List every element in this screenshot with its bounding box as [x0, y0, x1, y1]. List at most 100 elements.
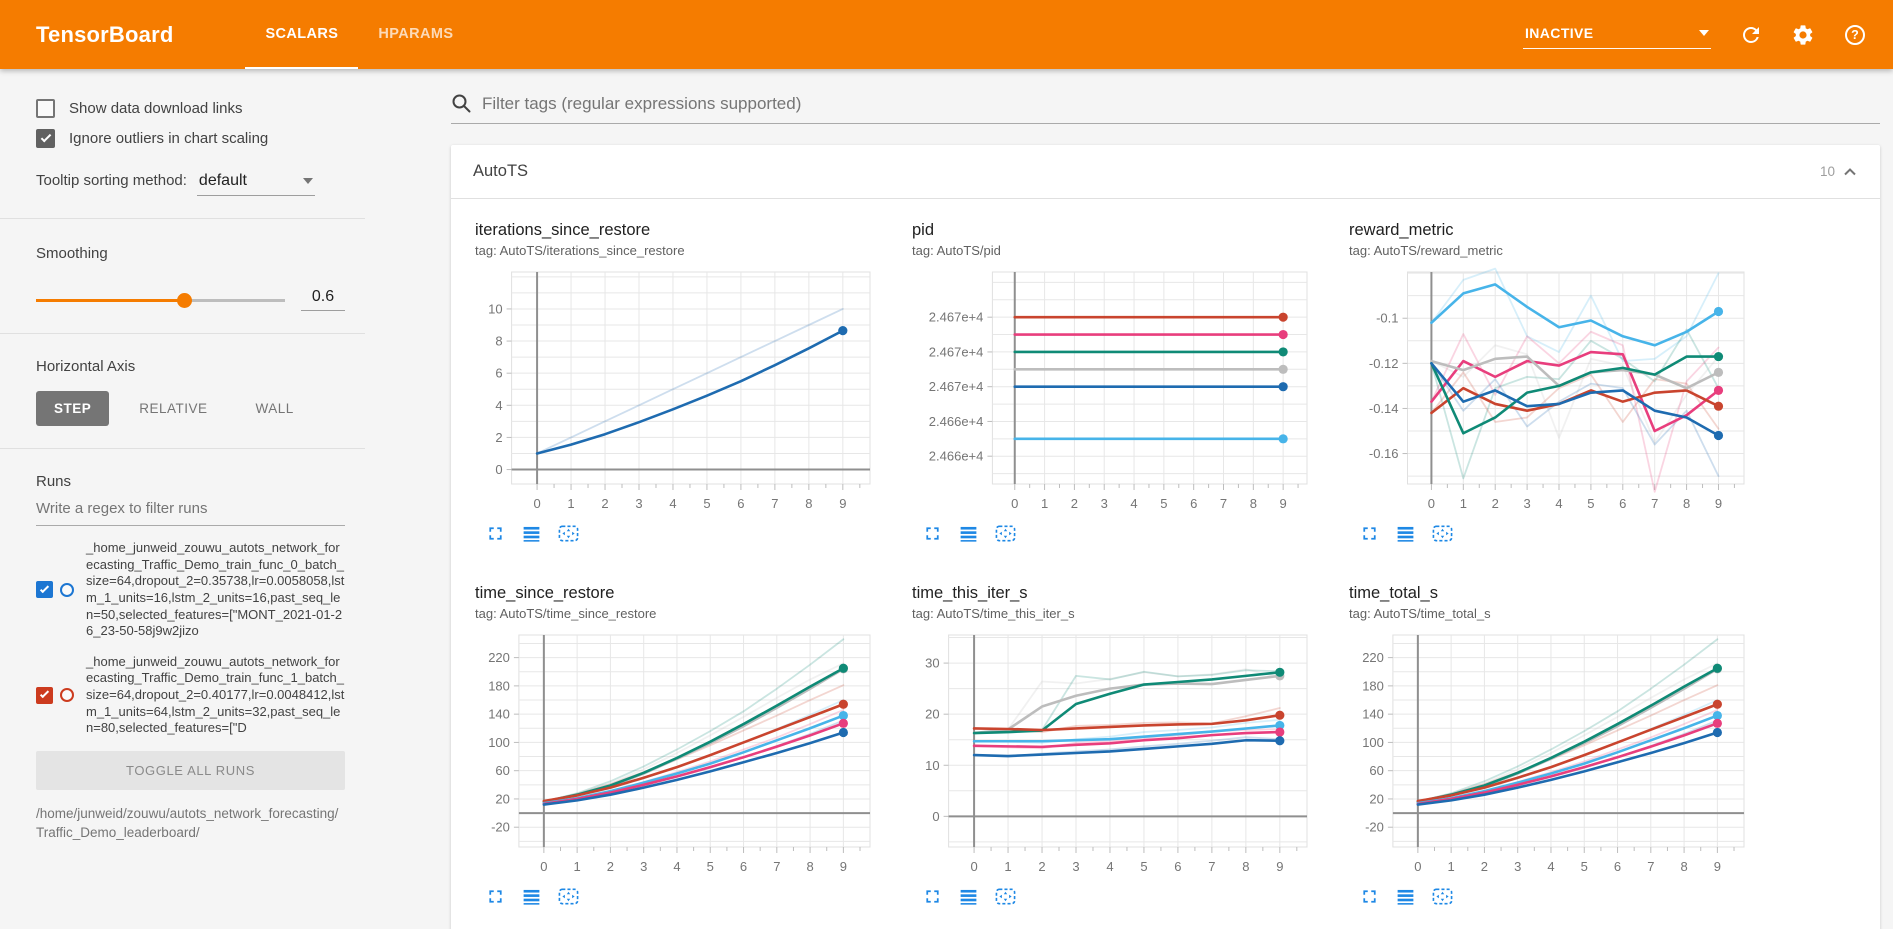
run-table-icon[interactable]: [1395, 886, 1416, 907]
svg-text:-0.12: -0.12: [1369, 356, 1399, 371]
svg-text:6: 6: [740, 859, 747, 874]
chart-title: time_total_s: [1349, 584, 1438, 602]
horizontal-axis-label: Horizontal Axis: [36, 358, 136, 375]
ignore-outliers-checkbox[interactable]: Ignore outliers in chart scaling: [36, 129, 345, 148]
axis-relative-button[interactable]: RELATIVE: [139, 401, 208, 416]
svg-text:4: 4: [669, 496, 676, 511]
expand-chart-icon[interactable]: [922, 523, 943, 544]
settings-sidebar: Show data download links Ignore outliers…: [0, 69, 365, 929]
chart-plot[interactable]: -20 20 60 100 140 180 220 0 1 2 3 4 5 6 7 8 9: [1349, 629, 1749, 884]
svg-text:3: 3: [640, 859, 647, 874]
chart-plot[interactable]: 2.467e+4 2.467e+4 2.467e+4 2.466e+4 2.466e+4…: [912, 266, 1312, 521]
chart-tag: tag: AutoTS/pid: [912, 243, 1001, 258]
expand-chart-icon[interactable]: [1359, 886, 1380, 907]
svg-text:30: 30: [925, 656, 939, 671]
category-collapse-control[interactable]: 10: [1820, 164, 1858, 180]
chart-plot[interactable]: 0 10 20 30 0 1 2 3 4 5 6 7 8 9: [912, 629, 1312, 884]
svg-text:3: 3: [635, 496, 642, 511]
runs-label: Runs: [36, 473, 72, 490]
expand-chart-icon[interactable]: [485, 523, 506, 544]
chart-tag: tag: AutoTS/iterations_since_restore: [475, 243, 685, 258]
run-table-icon[interactable]: [521, 886, 542, 907]
run-name: _home_junweid_zouwu_autots_network_forec…: [86, 653, 345, 736]
smoothing-value[interactable]: 0.6: [301, 288, 345, 311]
chart-reward_metric: reward_metric tag: AutoTS/reward_metric …: [1349, 221, 1786, 544]
runs-filter-input[interactable]: [36, 490, 345, 526]
fit-domain-icon[interactable]: [1431, 886, 1454, 907]
expand-chart-icon[interactable]: [922, 886, 943, 907]
autots-category-card: AutoTS 10 iterations_since_restore tag: …: [451, 145, 1880, 929]
smoothing-slider[interactable]: [36, 292, 285, 308]
tab-hparams[interactable]: HPARAMS: [378, 25, 454, 42]
run-table-icon[interactable]: [958, 523, 979, 544]
tooltip-sorting-select[interactable]: default: [196, 170, 315, 196]
svg-text:60: 60: [495, 763, 509, 778]
svg-text:9: 9: [840, 859, 847, 874]
fit-domain-icon[interactable]: [1431, 523, 1454, 544]
axis-step-button[interactable]: STEP: [36, 391, 110, 426]
toggle-all-runs-button[interactable]: TOGGLE ALL RUNS: [36, 750, 345, 790]
filter-tags-row: [451, 93, 1880, 124]
svg-text:?: ?: [1851, 28, 1859, 42]
divider: [0, 448, 365, 449]
svg-text:4: 4: [1130, 496, 1137, 511]
settings-icon[interactable]: [1791, 23, 1815, 47]
smoothing-section: Smoothing 0.6: [36, 245, 345, 311]
run-checkbox[interactable]: [36, 581, 53, 599]
run-name: _home_junweid_zouwu_autots_network_forec…: [86, 540, 345, 639]
run-checkbox[interactable]: [36, 686, 53, 704]
expand-chart-icon[interactable]: [1359, 523, 1380, 544]
svg-text:2: 2: [495, 430, 502, 445]
svg-text:7: 7: [771, 496, 778, 511]
svg-text:4: 4: [1106, 859, 1113, 874]
svg-text:9: 9: [1280, 496, 1287, 511]
chart-time_this_iter_s: time_this_iter_s tag: AutoTS/time_this_i…: [912, 584, 1349, 907]
category-header[interactable]: AutoTS 10: [451, 145, 1880, 199]
fit-domain-icon[interactable]: [994, 886, 1017, 907]
runs-section: Runs _home_junweid_zouwu_autots_network_…: [36, 473, 345, 843]
divider: [0, 333, 365, 334]
status-dropdown-value: INACTIVE: [1525, 24, 1594, 41]
run-list-item[interactable]: _home_junweid_zouwu_autots_network_forec…: [36, 654, 345, 737]
run-table-icon[interactable]: [1395, 523, 1416, 544]
svg-text:2: 2: [601, 496, 608, 511]
chart-plot[interactable]: -20 20 60 100 140 180 220 0 1 2 3 4 5 6 7 8 9: [475, 629, 875, 884]
tab-scalars[interactable]: SCALARS: [245, 0, 359, 69]
filter-tags-input[interactable]: [482, 93, 1880, 114]
checkbox-unchecked-icon: [36, 99, 55, 118]
run-radio[interactable]: [60, 688, 74, 703]
svg-text:0: 0: [533, 496, 540, 511]
chart-actions: [922, 886, 1349, 907]
chart-plot[interactable]: 0 2 4 6 8 10 0 1 2 3 4 5 6 7 8 9: [475, 266, 875, 521]
run-table-icon[interactable]: [521, 523, 542, 544]
svg-text:5: 5: [1587, 496, 1594, 511]
run-radio[interactable]: [60, 582, 74, 597]
axis-wall-button[interactable]: WALL: [255, 401, 294, 416]
help-icon[interactable]: ?: [1843, 23, 1867, 47]
run-table-icon[interactable]: [958, 886, 979, 907]
svg-text:0: 0: [932, 809, 939, 824]
svg-text:7: 7: [1651, 496, 1658, 511]
fit-domain-icon[interactable]: [994, 523, 1017, 544]
status-dropdown[interactable]: INACTIVE: [1523, 21, 1711, 49]
svg-text:5: 5: [1160, 496, 1167, 511]
svg-text:4: 4: [495, 398, 502, 413]
svg-text:1: 1: [1460, 496, 1467, 511]
svg-text:-20: -20: [491, 820, 510, 835]
chart-time_total_s: time_total_s tag: AutoTS/time_total_s -2…: [1349, 584, 1786, 907]
chart-plot[interactable]: -0.1 -0.12 -0.14 -0.16 0 1 2 3 4 5 6 7 8 9: [1349, 266, 1749, 521]
fit-domain-icon[interactable]: [557, 523, 580, 544]
smoothing-label: Smoothing: [36, 245, 108, 262]
fit-domain-icon[interactable]: [557, 886, 580, 907]
slider-thumb[interactable]: [177, 292, 193, 308]
run-list-item[interactable]: _home_junweid_zouwu_autots_network_forec…: [36, 540, 345, 640]
horizontal-axis-section: Horizontal Axis STEP RELATIVE WALL: [36, 358, 345, 426]
chart-title: reward_metric: [1349, 221, 1454, 239]
chart-title: iterations_since_restore: [475, 221, 651, 239]
expand-chart-icon[interactable]: [485, 886, 506, 907]
svg-text:0: 0: [1428, 496, 1435, 511]
refresh-icon[interactable]: [1739, 23, 1763, 47]
svg-text:180: 180: [1362, 678, 1384, 693]
show-download-links-checkbox[interactable]: Show data download links: [36, 99, 345, 118]
svg-text:7: 7: [1220, 496, 1227, 511]
